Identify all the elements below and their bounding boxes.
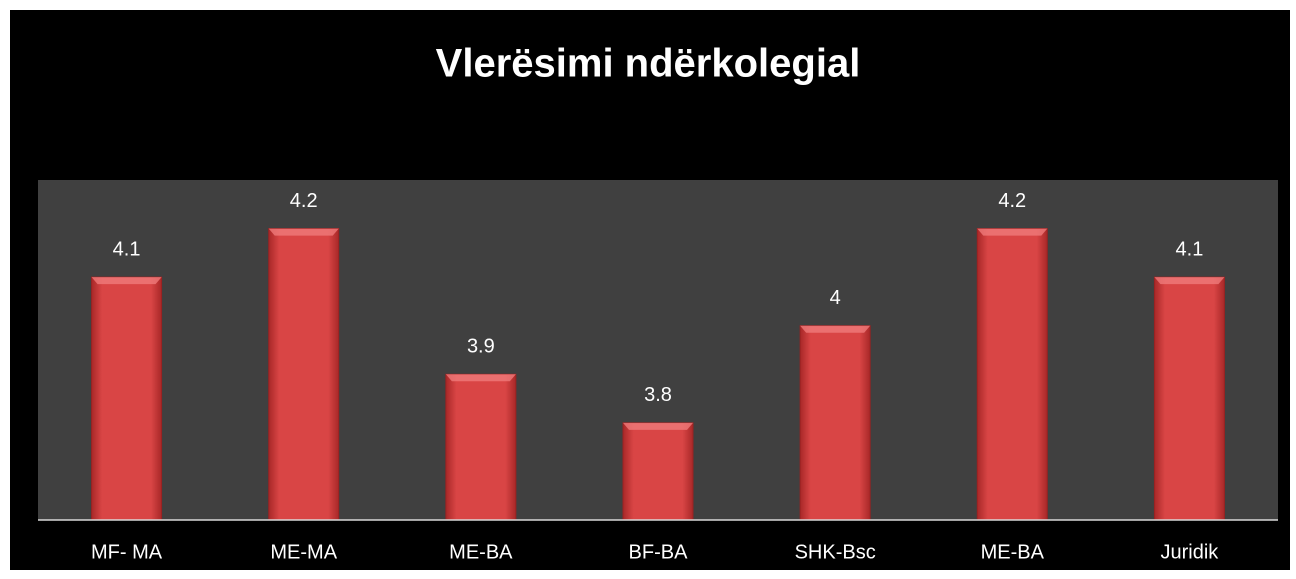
value-label: 4.2 xyxy=(290,190,318,212)
bar-bevel xyxy=(91,277,162,285)
bar-bevel xyxy=(800,325,871,333)
bar-bevel xyxy=(977,228,1048,236)
value-label: 4 xyxy=(830,287,841,309)
bar xyxy=(1153,276,1225,521)
x-tick-label: SHK-Bsc xyxy=(795,541,876,563)
bar-bevel xyxy=(1154,277,1225,285)
x-tick-label: ME-BA xyxy=(981,541,1045,563)
x-tick-label: ME-MA xyxy=(270,541,337,563)
value-label: 4.2 xyxy=(998,190,1026,212)
bar xyxy=(976,228,1048,521)
x-tick-label: BF-BA xyxy=(629,541,689,563)
value-label: 4.1 xyxy=(113,238,141,260)
value-label: 3.9 xyxy=(467,336,495,358)
value-label: 4.1 xyxy=(1176,238,1204,260)
bar xyxy=(622,422,694,521)
value-label: 3.8 xyxy=(644,384,672,406)
bar xyxy=(445,373,517,521)
bar xyxy=(91,276,163,521)
chart-title: Vlerësimi ndërkolegial xyxy=(436,42,861,86)
x-tick-label: ME-BA xyxy=(449,541,513,563)
x-tick-label: MF- MA xyxy=(91,541,163,563)
bar-bevel xyxy=(268,228,339,236)
bar xyxy=(799,325,871,521)
bar-bevel xyxy=(445,374,516,382)
bars xyxy=(91,228,1225,521)
bar xyxy=(268,228,340,521)
bar-bevel xyxy=(623,422,693,430)
x-tick-label: Juridik xyxy=(1161,541,1220,563)
